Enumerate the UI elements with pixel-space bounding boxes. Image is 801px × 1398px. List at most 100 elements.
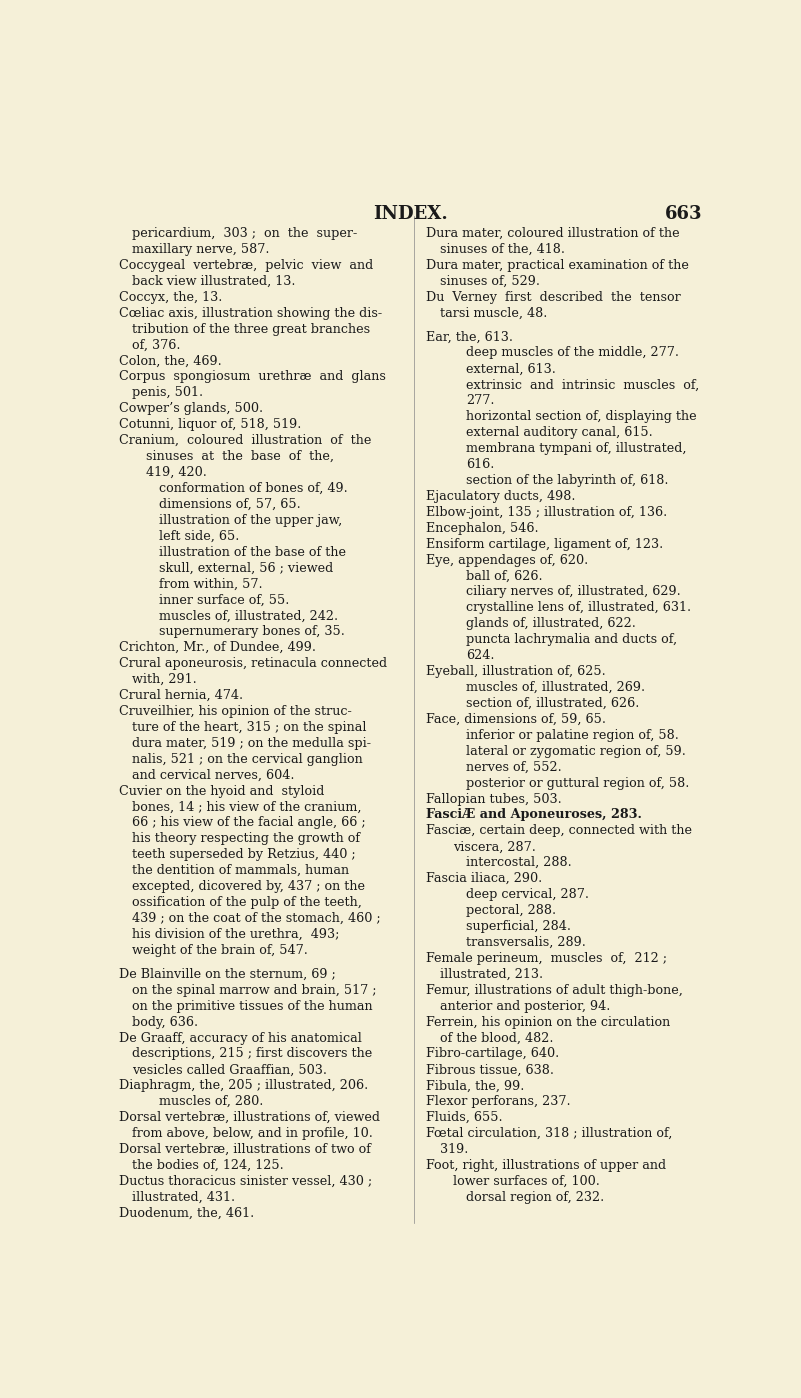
Text: penis, 501.: penis, 501.	[132, 386, 203, 400]
Text: Cranium,  coloured  illustration  of  the: Cranium, coloured illustration of the	[119, 433, 371, 447]
Text: Crural hernia, 474.: Crural hernia, 474.	[119, 689, 243, 702]
Text: Cœliac axis, illustration showing the dis-: Cœliac axis, illustration showing the di…	[119, 306, 382, 320]
Text: of the blood, 482.: of the blood, 482.	[440, 1032, 553, 1044]
Text: Coccygeal  vertebræ,  pelvic  view  and: Coccygeal vertebræ, pelvic view and	[119, 259, 373, 271]
Text: Ferrein, his opinion on the circulation: Ferrein, his opinion on the circulation	[426, 1015, 670, 1029]
Text: nerves of, 552.: nerves of, 552.	[466, 761, 562, 773]
Text: Fascia iliaca, 290.: Fascia iliaca, 290.	[426, 872, 542, 885]
Text: dorsal region of, 232.: dorsal region of, 232.	[466, 1191, 605, 1204]
Text: Dura mater, coloured illustration of the: Dura mater, coloured illustration of the	[426, 226, 680, 240]
Text: Fibula, the, 99.: Fibula, the, 99.	[426, 1079, 525, 1092]
Text: viscera, 287.: viscera, 287.	[453, 840, 536, 853]
Text: posterior or guttural region of, 58.: posterior or guttural region of, 58.	[466, 777, 690, 790]
Text: bones, 14 ; his view of the cranium,: bones, 14 ; his view of the cranium,	[132, 801, 362, 814]
Text: 66 ; his view of the facial angle, 66 ;: 66 ; his view of the facial angle, 66 ;	[132, 816, 366, 829]
Text: 616.: 616.	[466, 459, 495, 471]
Text: membrana tympani of, illustrated,: membrana tympani of, illustrated,	[466, 442, 687, 454]
Text: the bodies of, 124, 125.: the bodies of, 124, 125.	[132, 1159, 284, 1172]
Text: dimensions of, 57, 65.: dimensions of, 57, 65.	[159, 498, 301, 510]
Text: deep muscles of the middle, 277.: deep muscles of the middle, 277.	[466, 347, 679, 359]
Text: Fasciæ, certain deep, connected with the: Fasciæ, certain deep, connected with the	[426, 825, 692, 837]
Text: lower surfaces of, 100.: lower surfaces of, 100.	[453, 1174, 600, 1188]
Text: Fibrous tissue, 638.: Fibrous tissue, 638.	[426, 1064, 554, 1076]
Text: of, 376.: of, 376.	[132, 338, 181, 351]
Text: ciliary nerves of, illustrated, 629.: ciliary nerves of, illustrated, 629.	[466, 586, 681, 598]
Text: Flexor perforans, 237.: Flexor perforans, 237.	[426, 1095, 570, 1109]
Text: section of, illustrated, 626.: section of, illustrated, 626.	[466, 698, 640, 710]
Text: Ejaculatory ducts, 498.: Ejaculatory ducts, 498.	[426, 489, 576, 503]
Text: illustration of the upper jaw,: illustration of the upper jaw,	[159, 513, 342, 527]
Text: 439 ; on the coat of the stomach, 460 ;: 439 ; on the coat of the stomach, 460 ;	[132, 911, 381, 925]
Text: Face, dimensions of, 59, 65.: Face, dimensions of, 59, 65.	[426, 713, 606, 726]
Text: illustrated, 213.: illustrated, 213.	[440, 967, 543, 981]
Text: tarsi muscle, 48.: tarsi muscle, 48.	[440, 306, 547, 320]
Text: maxillary nerve, 587.: maxillary nerve, 587.	[132, 243, 270, 256]
Text: Fluids, 655.: Fluids, 655.	[426, 1111, 503, 1124]
Text: back view illustrated, 13.: back view illustrated, 13.	[132, 275, 296, 288]
Text: Female perineum,  muscles  of,  212 ;: Female perineum, muscles of, 212 ;	[426, 952, 667, 965]
Text: Crichton, Mr., of Dundee, 499.: Crichton, Mr., of Dundee, 499.	[119, 642, 316, 654]
Text: Femur, illustrations of adult thigh-bone,: Femur, illustrations of adult thigh-bone…	[426, 984, 683, 997]
Text: excepted, dicovered by, 437 ; on the: excepted, dicovered by, 437 ; on the	[132, 881, 365, 893]
Text: De Blainville on the sternum, 69 ;: De Blainville on the sternum, 69 ;	[119, 967, 336, 981]
Text: Dura mater, practical examination of the: Dura mater, practical examination of the	[426, 259, 689, 271]
Text: 663: 663	[665, 206, 702, 224]
Text: Duodenum, the, 461.: Duodenum, the, 461.	[119, 1206, 254, 1220]
Text: Fœtal circulation, 318 ; illustration of,: Fœtal circulation, 318 ; illustration of…	[426, 1127, 672, 1141]
Text: vesicles called Graaffian, 503.: vesicles called Graaffian, 503.	[132, 1064, 328, 1076]
Text: 624.: 624.	[466, 649, 495, 663]
Text: crystalline lens of, illustrated, 631.: crystalline lens of, illustrated, 631.	[466, 601, 691, 614]
Text: body, 636.: body, 636.	[132, 1015, 199, 1029]
Text: extrinsic  and  intrinsic  muscles  of,: extrinsic and intrinsic muscles of,	[466, 379, 699, 391]
Text: teeth superseded by Retzius, 440 ;: teeth superseded by Retzius, 440 ;	[132, 849, 356, 861]
Text: conformation of bones of, 49.: conformation of bones of, 49.	[159, 482, 348, 495]
Text: external, 613.: external, 613.	[466, 362, 556, 376]
Text: pericardium,  303 ;  on  the  super-: pericardium, 303 ; on the super-	[132, 226, 358, 240]
Text: supernumerary bones of, 35.: supernumerary bones of, 35.	[159, 625, 345, 639]
Text: muscles of, illustrated, 269.: muscles of, illustrated, 269.	[466, 681, 646, 693]
Text: Coccyx, the, 13.: Coccyx, the, 13.	[119, 291, 222, 303]
Text: Dorsal vertebræ, illustrations of, viewed: Dorsal vertebræ, illustrations of, viewe…	[119, 1111, 380, 1124]
Text: section of the labyrinth of, 618.: section of the labyrinth of, 618.	[466, 474, 669, 487]
Text: nalis, 521 ; on the cervical ganglion: nalis, 521 ; on the cervical ganglion	[132, 752, 363, 766]
Text: Ear, the, 613.: Ear, the, 613.	[426, 330, 513, 344]
Text: on the primitive tissues of the human: on the primitive tissues of the human	[132, 1000, 373, 1012]
Text: Cotunni, liquor of, 518, 519.: Cotunni, liquor of, 518, 519.	[119, 418, 301, 431]
Text: Du  Verney  first  described  the  tensor: Du Verney first described the tensor	[426, 291, 681, 303]
Text: on the spinal marrow and brain, 517 ;: on the spinal marrow and brain, 517 ;	[132, 984, 377, 997]
Text: Ensiform cartilage, ligament of, 123.: Ensiform cartilage, ligament of, 123.	[426, 538, 663, 551]
Text: puncta lachrymalia and ducts of,: puncta lachrymalia and ducts of,	[466, 633, 678, 646]
Text: Cuvier on the hyoid and  styloid: Cuvier on the hyoid and styloid	[119, 784, 324, 798]
Text: 419, 420.: 419, 420.	[146, 466, 207, 480]
Text: Cowper’s glands, 500.: Cowper’s glands, 500.	[119, 403, 263, 415]
Text: his division of the urethra,  493;: his division of the urethra, 493;	[132, 928, 340, 941]
Text: ball of, 626.: ball of, 626.	[466, 569, 543, 583]
Text: INDEX.: INDEX.	[373, 206, 448, 224]
Text: muscles of, illustrated, 242.: muscles of, illustrated, 242.	[159, 610, 338, 622]
Text: illustration of the base of the: illustration of the base of the	[159, 545, 346, 559]
Text: Eye, appendages of, 620.: Eye, appendages of, 620.	[426, 554, 588, 566]
Text: his theory respecting the growth of: his theory respecting the growth of	[132, 832, 360, 846]
Text: skull, external, 56 ; viewed: skull, external, 56 ; viewed	[159, 562, 333, 575]
Text: deep cervical, 287.: deep cervical, 287.	[466, 888, 590, 902]
Text: horizontal section of, displaying the: horizontal section of, displaying the	[466, 410, 697, 424]
Text: sinuses of, 529.: sinuses of, 529.	[440, 275, 540, 288]
Text: inferior or palatine region of, 58.: inferior or palatine region of, 58.	[466, 728, 679, 742]
Text: from within, 57.: from within, 57.	[159, 577, 263, 590]
Text: tribution of the three great branches: tribution of the three great branches	[132, 323, 371, 336]
Text: Foot, right, illustrations of upper and: Foot, right, illustrations of upper and	[426, 1159, 666, 1172]
Text: De Graaff, accuracy of his anatomical: De Graaff, accuracy of his anatomical	[119, 1032, 361, 1044]
Text: pectoral, 288.: pectoral, 288.	[466, 905, 557, 917]
Text: sinuses of the, 418.: sinuses of the, 418.	[440, 243, 565, 256]
Text: Cruveilhier, his opinion of the struc-: Cruveilhier, his opinion of the struc-	[119, 705, 352, 719]
Text: ossification of the pulp of the teeth,: ossification of the pulp of the teeth,	[132, 896, 362, 909]
Text: transversalis, 289.: transversalis, 289.	[466, 935, 586, 949]
Text: and cervical nerves, 604.: and cervical nerves, 604.	[132, 769, 295, 781]
Text: Elbow-joint, 135 ; illustration of, 136.: Elbow-joint, 135 ; illustration of, 136.	[426, 506, 667, 519]
Text: illustrated, 431.: illustrated, 431.	[132, 1191, 235, 1204]
Text: Encephalon, 546.: Encephalon, 546.	[426, 521, 538, 534]
Text: the dentition of mammals, human: the dentition of mammals, human	[132, 864, 349, 877]
Text: lateral or zygomatic region of, 59.: lateral or zygomatic region of, 59.	[466, 745, 686, 758]
Text: dura mater, 519 ; on the medulla spi-: dura mater, 519 ; on the medulla spi-	[132, 737, 372, 749]
Text: Corpus  spongiosum  urethræ  and  glans: Corpus spongiosum urethræ and glans	[119, 370, 385, 383]
